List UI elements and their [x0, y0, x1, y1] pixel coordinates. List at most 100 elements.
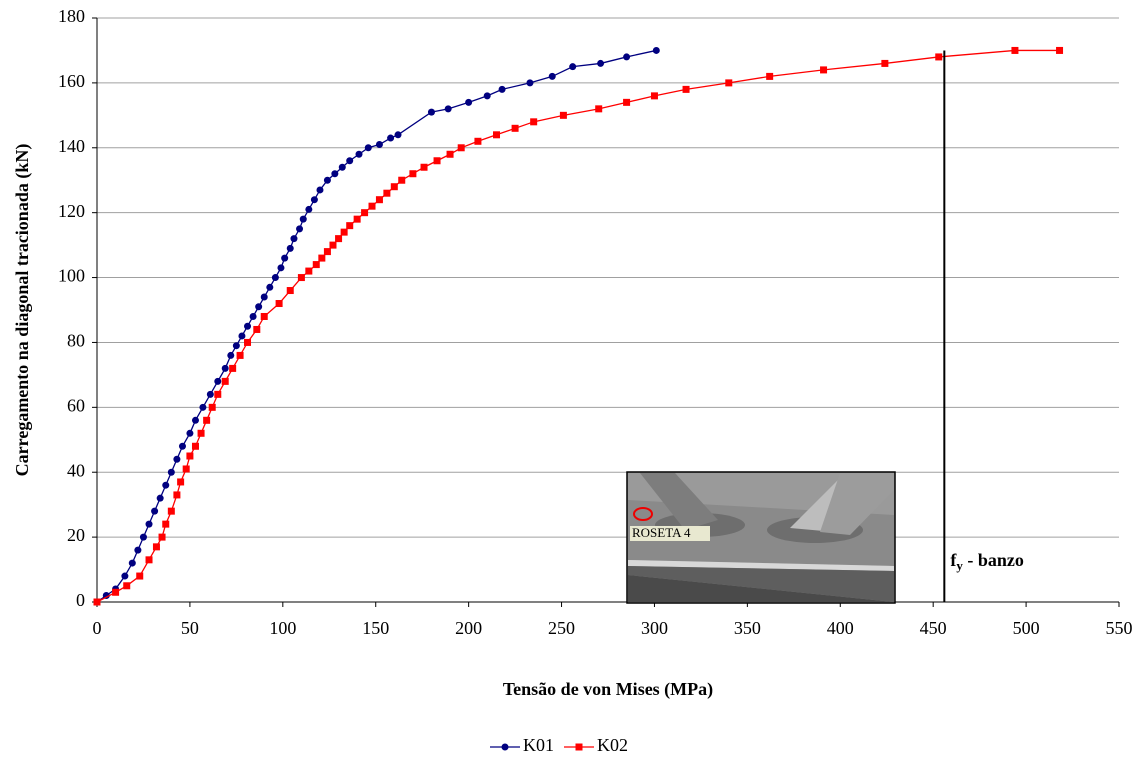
point: [526, 79, 534, 87]
y-tick-label: 120: [58, 201, 85, 221]
point: [409, 170, 417, 178]
point: [208, 403, 216, 411]
point: [199, 403, 207, 411]
y-tick-label: 180: [58, 6, 85, 26]
point: [398, 176, 406, 184]
point: [682, 85, 690, 93]
point: [145, 520, 153, 528]
point: [186, 452, 194, 460]
point: [548, 72, 556, 80]
point: [221, 364, 229, 372]
x-tick-label: 350: [734, 618, 761, 638]
point: [483, 92, 491, 100]
point: [162, 520, 170, 528]
y-tick-label: 140: [58, 136, 85, 156]
point: [229, 364, 237, 372]
point: [152, 543, 160, 551]
point: [390, 183, 398, 191]
point: [457, 144, 465, 152]
point: [275, 300, 283, 308]
point: [310, 196, 318, 204]
point: [1011, 46, 1019, 54]
legend-label: K02: [597, 735, 628, 755]
point: [335, 235, 343, 243]
point: [134, 546, 142, 554]
point: [725, 79, 733, 87]
x-tick-label: 200: [455, 618, 482, 638]
point: [394, 131, 402, 139]
point: [1056, 46, 1064, 54]
point: [290, 235, 298, 243]
legend-marker: [501, 743, 509, 751]
point: [296, 225, 304, 233]
point: [286, 287, 294, 295]
point: [167, 468, 175, 476]
point: [260, 312, 268, 320]
point: [249, 312, 257, 320]
point: [305, 205, 313, 213]
point: [820, 66, 828, 74]
point: [277, 264, 285, 272]
reference-label-part: f: [950, 550, 957, 570]
point: [197, 429, 205, 437]
reference-label-part: - banzo: [963, 550, 1024, 570]
point: [173, 491, 181, 499]
x-tick-label: 250: [548, 618, 575, 638]
point: [498, 85, 506, 93]
point: [420, 163, 428, 171]
point: [102, 592, 110, 600]
point: [206, 390, 214, 398]
point: [178, 442, 186, 450]
point: [244, 322, 252, 330]
legend-label: K01: [523, 735, 554, 755]
point: [244, 338, 252, 346]
y-tick-label: 20: [67, 525, 85, 545]
point: [559, 111, 567, 119]
point: [323, 248, 331, 256]
point: [316, 186, 324, 194]
point: [177, 478, 185, 486]
point: [331, 170, 339, 178]
x-tick-label: 100: [269, 618, 296, 638]
point: [162, 481, 170, 489]
point: [346, 157, 354, 165]
x-tick-label: 550: [1106, 618, 1133, 638]
point: [346, 222, 354, 230]
point: [260, 293, 268, 301]
point: [93, 598, 101, 606]
point: [112, 588, 120, 596]
point: [623, 98, 631, 106]
point: [340, 228, 348, 236]
point: [214, 377, 222, 385]
point: [158, 533, 166, 541]
point: [182, 465, 190, 473]
point: [353, 215, 361, 223]
point: [444, 105, 452, 113]
point: [151, 507, 159, 515]
point: [305, 267, 313, 275]
x-tick-label: 300: [641, 618, 668, 638]
x-tick-label: 50: [181, 618, 199, 638]
point: [364, 144, 372, 152]
point: [156, 494, 164, 502]
y-tick-label: 40: [67, 460, 85, 480]
point: [650, 92, 658, 100]
point: [329, 241, 337, 249]
point: [881, 59, 889, 67]
reference-label: fy - banzo: [950, 550, 1024, 573]
point: [530, 118, 538, 126]
series-line: [96, 49, 1060, 603]
point: [145, 556, 153, 564]
point: [121, 572, 129, 580]
point: [214, 390, 222, 398]
point: [299, 215, 307, 223]
point: [227, 351, 235, 359]
point: [266, 283, 274, 291]
point: [253, 325, 261, 333]
point: [387, 134, 395, 142]
point: [323, 176, 331, 184]
point: [511, 124, 519, 132]
point: [318, 254, 326, 262]
point: [338, 163, 346, 171]
point: [297, 274, 305, 282]
